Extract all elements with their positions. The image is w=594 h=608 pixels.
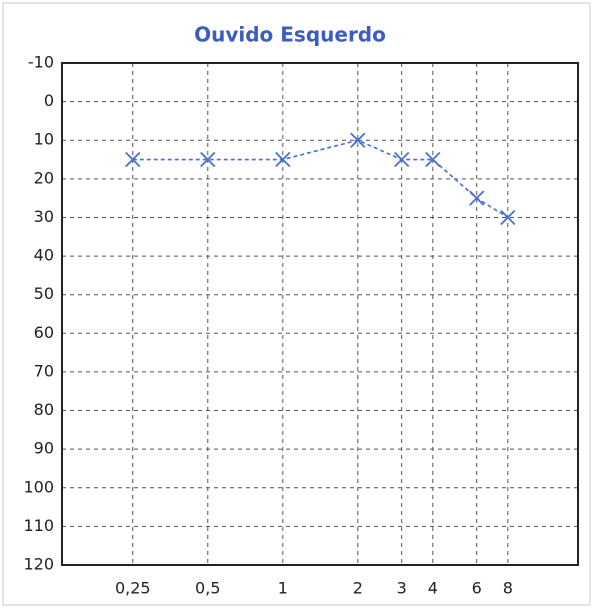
x-tick-label: 6 [472, 579, 482, 598]
x-tick-label: 0,5 [195, 579, 220, 598]
data-line [132, 139, 509, 219]
x-tick-label: 1 [278, 579, 288, 598]
y-tick-label: 70 [34, 361, 54, 380]
x-tick-label: 8 [503, 579, 513, 598]
y-tick-label: 40 [34, 246, 54, 265]
y-tick-label: 30 [34, 207, 54, 226]
y-tick-label: 20 [34, 168, 54, 187]
data-marker [469, 190, 485, 206]
y-tick-label: 110 [23, 516, 54, 535]
data-marker [350, 132, 366, 148]
x-tick-label: 2 [353, 579, 363, 598]
plot-border [61, 62, 579, 566]
data-marker [425, 151, 441, 168]
x-tick-label: 4 [428, 579, 438, 598]
y-tick-label: -10 [28, 53, 54, 72]
y-tick-label: 100 [23, 477, 54, 496]
data-marker [275, 151, 291, 168]
y-tick-label: 10 [34, 130, 54, 149]
y-tick-label: 90 [34, 439, 54, 458]
y-tick-label: 0 [44, 91, 54, 110]
y-tick-label: 60 [34, 323, 54, 342]
data-marker [200, 151, 216, 168]
data-marker [394, 151, 410, 168]
data-marker [125, 151, 141, 168]
y-tick-label: 120 [23, 555, 54, 574]
x-tick-label: 3 [397, 579, 407, 598]
y-tick-label: 50 [34, 284, 54, 303]
chart-title: Ouvido Esquerdo [194, 23, 386, 47]
x-tick-label: 0,25 [115, 579, 151, 598]
data-marker [500, 209, 516, 226]
y-tick-label: 80 [34, 400, 54, 419]
